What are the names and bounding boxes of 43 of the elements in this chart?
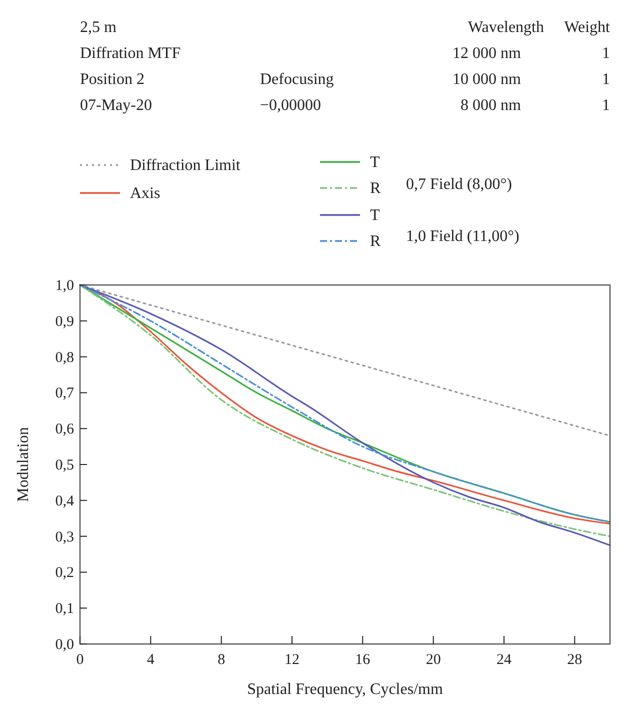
text: 1 xyxy=(602,97,610,114)
x-tick-label: 12 xyxy=(284,652,300,668)
text: Position 2 xyxy=(80,71,144,88)
y-tick-label: 0,7 xyxy=(55,386,74,402)
x-axis-title: Spatial Frequency, Cycles/mm xyxy=(247,681,444,698)
y-tick-label: 0,5 xyxy=(55,458,74,474)
text: Defocusing xyxy=(260,71,334,88)
x-tick-label: 16 xyxy=(355,652,371,668)
y-axis-title: Modulation xyxy=(15,427,32,502)
legend-label: Diffraction Limit xyxy=(130,157,241,174)
text: −0,00000 xyxy=(260,97,322,114)
y-tick-label: 0,6 xyxy=(55,422,74,438)
y-tick-label: 0,0 xyxy=(55,637,74,653)
text: Wavelength xyxy=(468,19,544,36)
x-tick-label: 4 xyxy=(146,652,155,668)
text: 10 000 nm xyxy=(452,71,522,88)
y-tick-label: 0,2 xyxy=(55,565,74,582)
y-tick-label: 0,8 xyxy=(55,350,74,366)
text: 1,0 Field (11,00°) xyxy=(406,228,520,245)
text: 1 xyxy=(602,71,610,88)
text: 12 000 nm xyxy=(452,45,522,62)
legend-label: T xyxy=(370,207,380,224)
legend-label: R xyxy=(370,233,381,250)
text: 07-May-20 xyxy=(80,97,152,114)
x-tick-label: 0 xyxy=(76,652,84,668)
text: 0,7 Field (8,00°) xyxy=(406,176,512,193)
text: Weight xyxy=(564,19,611,36)
x-tick-label: 24 xyxy=(496,652,512,668)
legend-label: R xyxy=(370,180,381,197)
y-tick-label: 0,4 xyxy=(55,493,74,510)
legend-label: Axis xyxy=(130,185,160,202)
x-tick-label: 8 xyxy=(218,652,226,668)
y-tick-label: 0,9 xyxy=(55,314,74,330)
legend-label: T xyxy=(370,154,380,171)
x-tick-label: 20 xyxy=(426,652,441,668)
y-tick-label: 1,0 xyxy=(55,278,74,294)
y-tick-label: 0,1 xyxy=(55,601,74,618)
text: Diffration MTF xyxy=(80,45,181,62)
y-tick-label: 0,3 xyxy=(55,529,74,546)
text: 2,5 m xyxy=(80,19,117,36)
text: 1 xyxy=(602,45,610,62)
text: 8 000 nm xyxy=(460,97,522,114)
x-tick-label: 28 xyxy=(567,652,582,668)
